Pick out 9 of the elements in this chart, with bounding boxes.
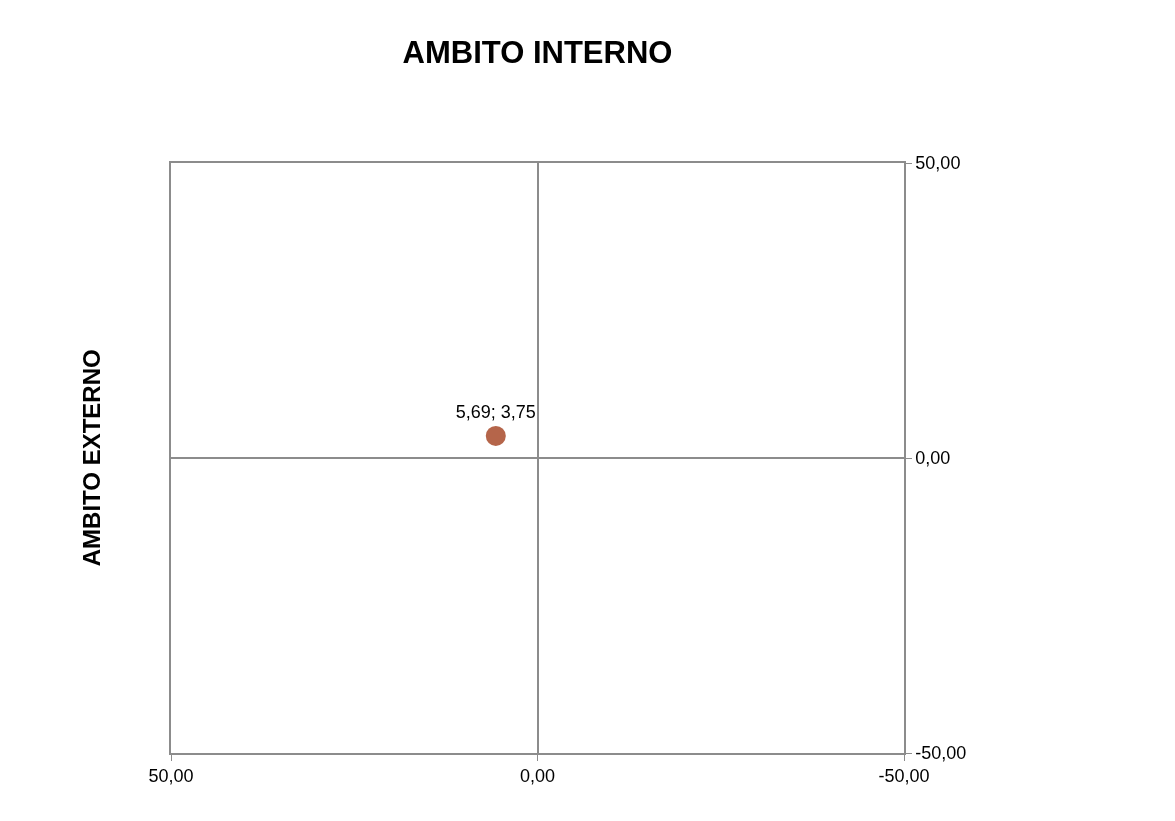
x-tick-label: -50,00 bbox=[878, 766, 930, 787]
y-tick-label: 0,00 bbox=[915, 448, 951, 469]
data-label: 5,69; 3,75 bbox=[455, 401, 536, 422]
chart-title: AMBITO INTERNO bbox=[402, 34, 673, 70]
y-axis-title: AMBITO EXTERNO bbox=[78, 349, 106, 567]
y-tick-label: 50,00 bbox=[915, 153, 961, 174]
y-tick-label: -50,00 bbox=[915, 743, 967, 764]
x-tick-label: 0,00 bbox=[519, 766, 556, 787]
x-tick-label: 50,00 bbox=[148, 766, 194, 787]
